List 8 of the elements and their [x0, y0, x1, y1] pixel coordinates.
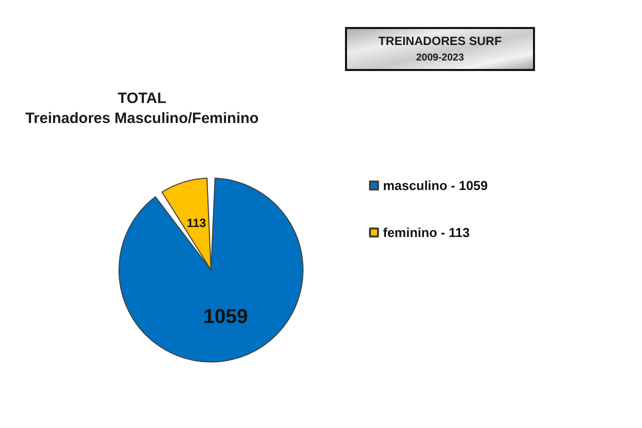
legend-label: masculino - 1059	[383, 178, 488, 193]
text: Treinadores Masculino/Feminino	[25, 110, 259, 127]
legend-label: feminino - 113	[383, 225, 470, 240]
chart-subtitle: 2009-2023	[416, 52, 464, 64]
data-label: 1059	[203, 306, 248, 328]
data-label: 113	[186, 216, 206, 230]
chart-title: TREINADORES SURF	[378, 34, 502, 48]
text: TOTAL	[118, 90, 166, 107]
